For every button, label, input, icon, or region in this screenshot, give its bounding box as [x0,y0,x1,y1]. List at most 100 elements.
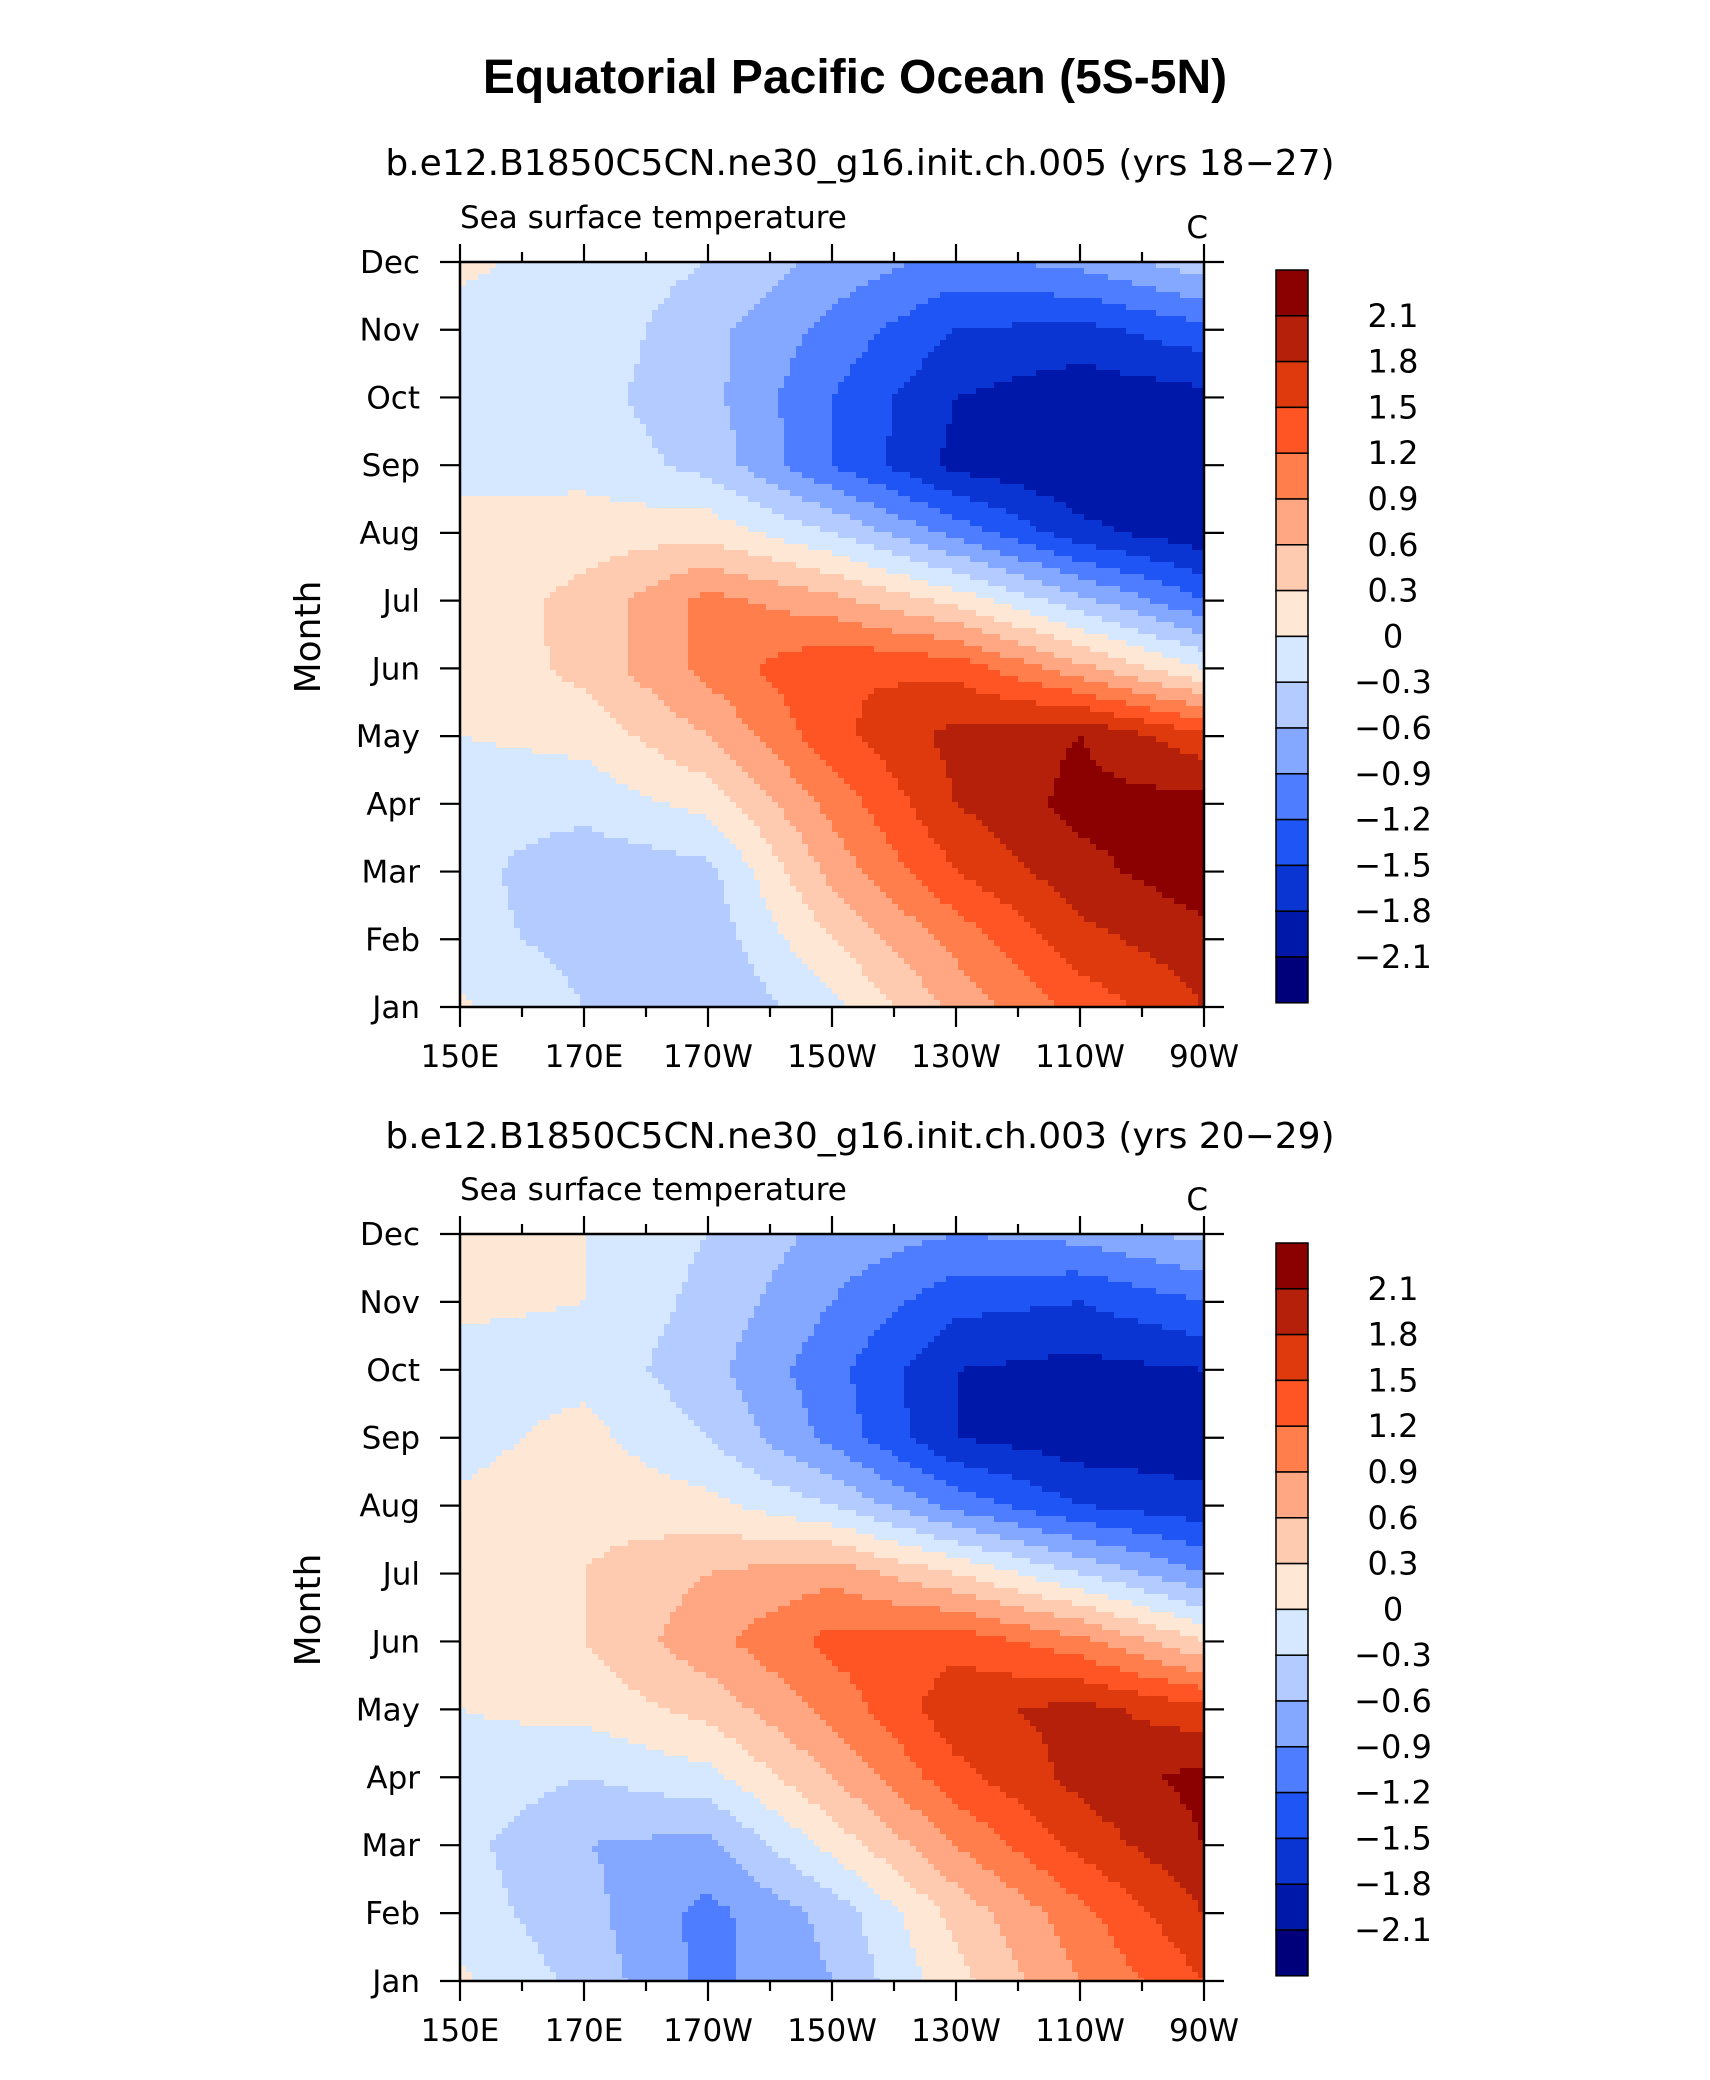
contour-cell [664,1792,755,1799]
contour-cell [874,1966,923,1973]
contour-cell [460,1480,689,1487]
contour-cell [634,364,731,371]
contour-cell [892,466,947,473]
contour-cell [706,772,749,779]
contour-field [460,1234,1204,1981]
contour-cell [964,538,1019,545]
colorbar-label: −1.2 [1354,1774,1432,1812]
contour-cell [1186,1330,1204,1337]
colorbar-box [1275,1379,1309,1427]
contour-cell [460,394,629,401]
contour-cell [754,1420,809,1427]
contour-cell [460,1720,521,1727]
contour-cell [1114,1942,1175,1949]
contour-cell [790,490,845,497]
contour-cell [1060,1492,1204,1499]
contour-cell [652,436,737,443]
contour-cell [766,904,809,911]
contour-cell [610,1426,701,1433]
contour-cell [940,508,1007,515]
contour-cell [898,1834,947,1841]
contour-cell [790,1858,839,1865]
contour-cell [1150,1858,1204,1865]
contour-cell [460,1972,473,1979]
contour-cell [940,1000,995,1007]
contour-cell [784,1678,851,1685]
contour-cell [760,664,989,671]
contour-cell [784,934,833,941]
contour-cell [1024,1894,1079,1901]
contour-cell [742,1336,809,1343]
contour-cell [460,874,503,881]
contour-cell [1114,526,1204,533]
contour-cell [460,1912,515,1919]
colorbar-box [1275,1425,1309,1473]
contour-cell [508,1888,605,1895]
contour-cell [754,1828,803,1835]
contour-cell [862,706,1091,713]
contour-cell [790,358,857,365]
contour-cell [574,682,641,689]
contour-cell [730,1852,779,1859]
contour-cell [892,1252,1127,1259]
contour-cell [658,304,755,311]
contour-cell [964,808,1055,815]
contour-cell [688,1714,761,1721]
contour-cell [820,1498,875,1505]
contour-cell [460,460,665,467]
contour-cell [802,838,845,845]
contour-cell [922,1240,1067,1247]
contour-cell [970,1852,1025,1859]
y-tick-label: Mar [362,1828,421,1864]
contour-cell [778,1894,839,1901]
contour-cell [1030,1558,1097,1565]
contour-cell [1198,1366,1204,1373]
contour-cell [736,1342,803,1349]
contour-cell [460,1882,503,1889]
contour-cell [940,754,1067,761]
contour-cell [928,988,983,995]
contour-cell [1156,376,1204,383]
contour-cell [862,970,917,977]
contour-cell [904,1798,953,1805]
contour-cell [748,550,833,557]
contour-cell [880,1720,935,1727]
contour-cell [460,1840,491,1847]
contour-cell [550,592,635,599]
contour-cell [712,736,761,743]
contour-cell [838,1666,947,1673]
contour-cell [934,598,995,605]
contour-cell [844,898,893,905]
contour-cell [820,862,857,869]
contour-cell [514,922,737,929]
contour-cell [874,1768,923,1775]
contour-cell [1072,1552,1151,1559]
contour-cell [994,1870,1049,1877]
contour-cell [664,1630,743,1637]
contour-cell [1090,754,1199,761]
contour-cell [1126,778,1204,785]
contour-cell [766,532,839,539]
contour-cell [886,460,941,467]
contour-cell [460,1600,587,1607]
contour-cell [748,1564,857,1571]
contour-cell [1186,982,1204,989]
contour-cell [928,1564,995,1571]
contour-cell [460,1864,497,1871]
contour-cell [1096,364,1204,371]
y-tick-label: Oct [366,1353,420,1389]
contour-cell [670,1396,743,1403]
contour-cell [472,1972,557,1979]
contour-cell [832,1300,905,1307]
contour-cell [1036,490,1204,497]
contour-cell [742,808,785,815]
contour-cell [688,1960,737,1967]
contour-cell [892,1900,935,1907]
contour-cell [628,838,731,845]
y-axis-label: Month [288,1554,329,1667]
contour-cell [874,1552,947,1559]
contour-cell [724,898,767,905]
contour-cell [1012,1474,1175,1481]
contour-cell [1180,712,1204,719]
contour-cell [988,1822,1043,1829]
